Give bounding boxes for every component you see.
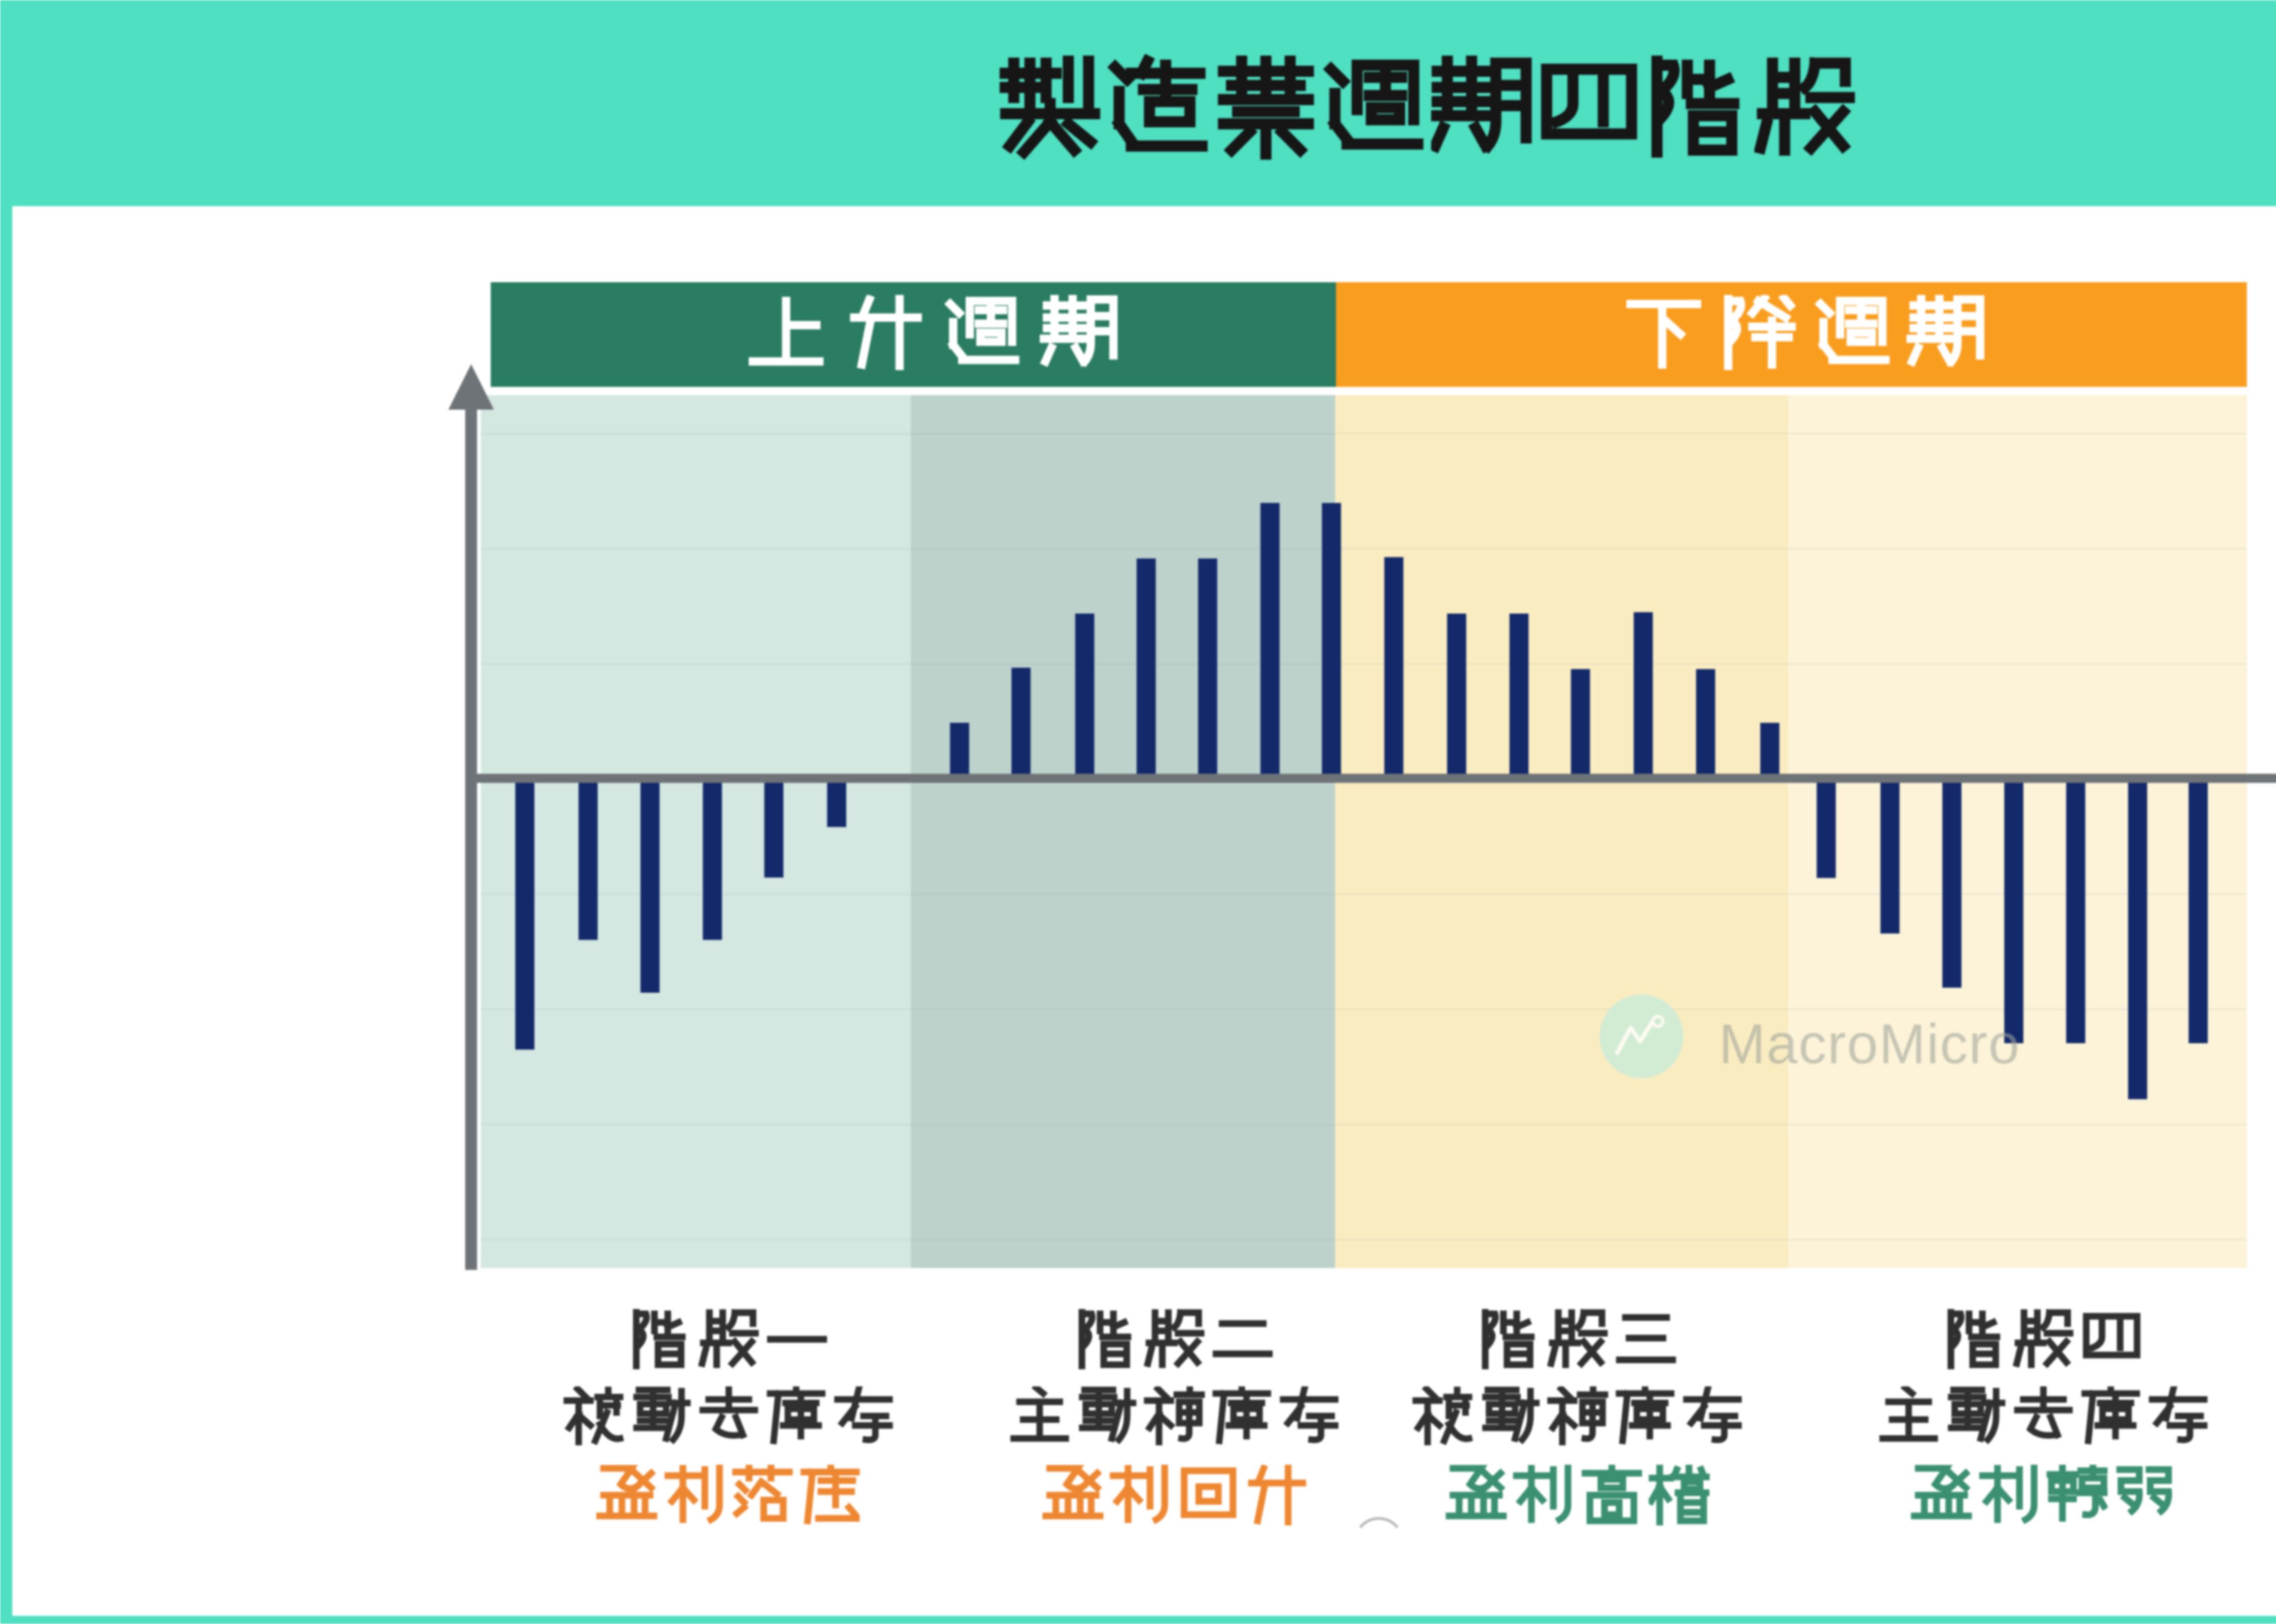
- svg-text:MacroMicro: MacroMicro: [1719, 1013, 2020, 1076]
